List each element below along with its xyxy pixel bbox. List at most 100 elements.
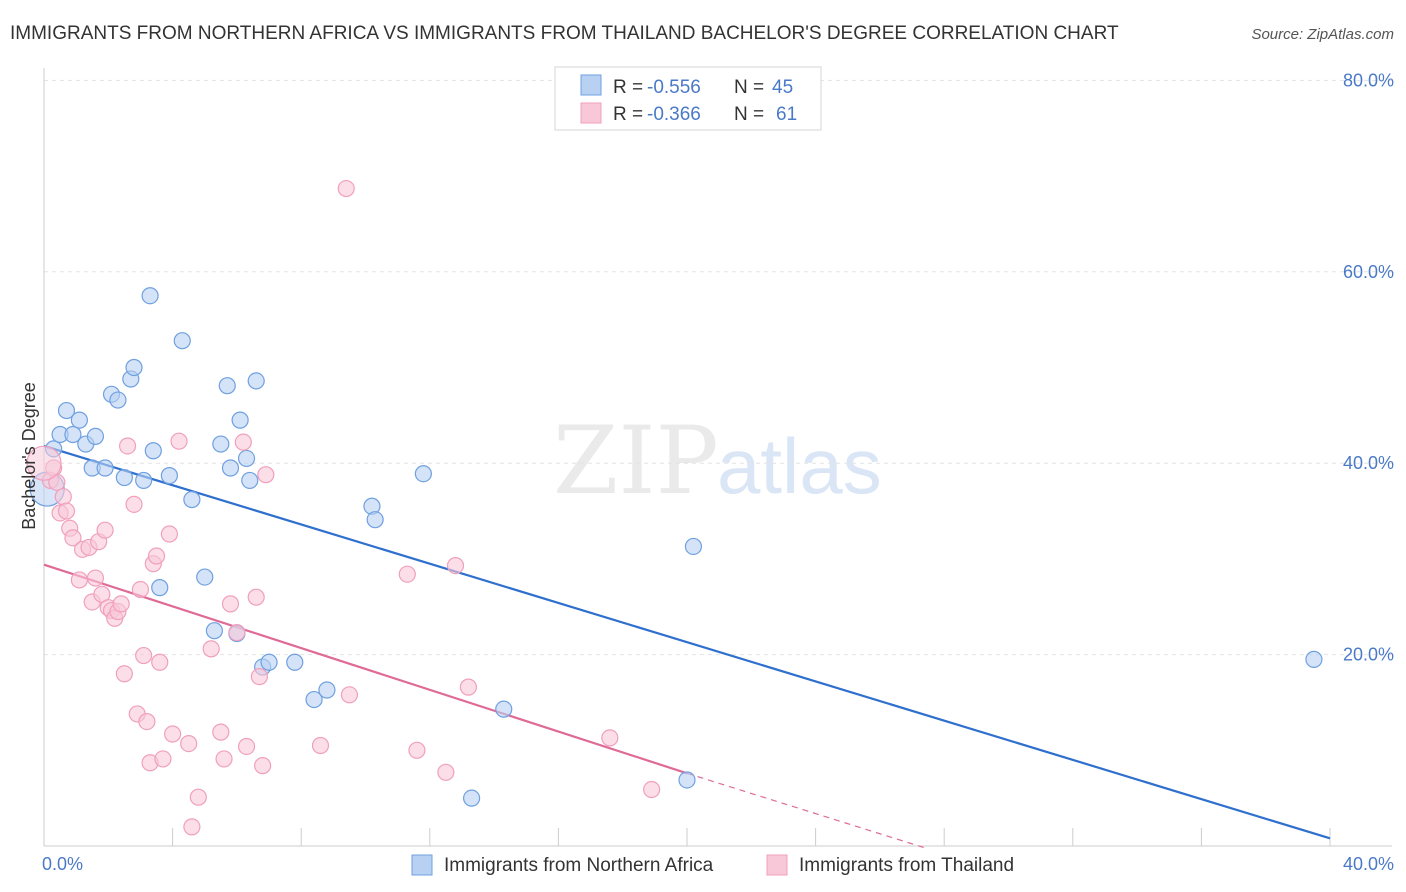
point-s0-14 [135,471,153,490]
y-axis-label: Bachelor's Degree [19,382,39,530]
point-s1-32 [154,750,172,768]
point-s1-25 [131,580,150,599]
point-s1-31 [151,653,169,671]
point-s1-22 [118,437,137,455]
point-s0-15 [141,287,159,305]
legend-n-value-2: 61 [776,104,797,125]
point-s0-18 [160,467,178,485]
x-tick-label-1: 40.0% [1343,854,1394,874]
point-s0-40 [495,700,513,718]
y-tick-label-2: 60.0% [1343,262,1394,282]
point-s1-53 [398,565,416,583]
watermark-zip: ZIP [553,407,719,516]
point-s0-35 [318,681,336,699]
point-s0-21 [196,568,214,586]
point-s1-44 [234,433,252,451]
x-tick-label-0: 0.0% [42,854,83,874]
legend-r-value-1: -0.556 [647,77,701,98]
legend-swatch-thailand [580,102,602,124]
legend-swatch-northern-africa [580,74,602,96]
point-s0-22 [205,622,223,640]
legend-n-label-2: N = [734,104,764,125]
point-s0-10 [109,391,127,409]
point-s0-39 [462,789,481,807]
point-s1-21 [115,665,133,683]
point-s0-33 [286,653,304,671]
point-s1-54 [408,741,426,759]
series-legend: Immigrants from Northern Africa Immigran… [411,854,1014,876]
trend-line-1 [43,563,688,775]
series-1-points [26,179,661,836]
point-s1-49 [257,466,275,484]
stats-legend: R = -0.556 N = 45 R = -0.366 N = 61 [554,66,822,131]
point-s1-40 [212,723,230,741]
point-s1-33 [160,525,178,543]
point-s1-47 [250,668,269,686]
point-s0-13 [125,358,143,377]
point-s1-15 [96,521,114,539]
legend-n-value-1: 45 [772,77,793,98]
watermark-atlas: atlas [717,422,882,510]
point-s1-56 [446,556,465,575]
point-s0-7 [86,427,105,446]
point-s1-4 [54,488,72,506]
point-s0-20 [183,490,201,509]
point-s1-50 [311,736,330,755]
point-s1-52 [340,686,359,704]
series-legend-label-thailand: Immigrants from Thailand [799,855,1014,876]
point-s1-51 [337,179,355,198]
point-s0-43 [1305,650,1323,668]
chart-title: IMMIGRANTS FROM NORTHERN AFRICA VS IMMIG… [10,23,1119,44]
point-s1-5 [57,502,76,520]
point-s1-35 [170,432,188,450]
point-s1-30 [147,547,166,565]
series-legend-swatch-northern-africa [411,854,433,876]
point-s1-43 [228,623,246,642]
point-s1-36 [180,735,198,753]
point-s0-42 [684,537,703,556]
point-s0-11 [115,468,133,487]
point-s1-12 [86,569,105,587]
series-legend-swatch-thailand [766,854,788,876]
point-s1-59 [643,780,661,799]
trend-lines [43,444,1331,850]
legend-r-label-1: R = [613,77,643,98]
point-s0-3 [64,425,82,444]
chart-source: Source: ZipAtlas.com [1251,26,1394,43]
point-s0-23 [212,435,230,453]
point-s0-37 [366,511,384,529]
point-s1-38 [183,818,201,836]
legend-r-label-2: R = [613,104,643,125]
point-s0-19 [173,332,191,350]
point-s1-27 [138,712,156,731]
point-s0-17 [151,579,169,597]
point-s1-45 [237,737,256,756]
data-points [26,179,1323,836]
watermark: ZIP atlas [553,407,882,516]
point-s1-34 [164,725,182,743]
point-s1-37 [189,788,207,806]
legend-n-label-1: N = [734,77,764,98]
grid [44,79,1392,656]
point-s1-46 [247,588,265,606]
point-s0-34 [305,690,323,709]
point-s1-57 [459,678,477,696]
point-s1-26 [135,646,153,665]
y-tick-label-0: 20.0% [1343,645,1394,665]
point-s0-38 [414,465,432,483]
point-s1-8 [70,571,88,589]
series-legend-label-northern-africa: Immigrants from Northern Africa [444,855,714,876]
y-tick-label-3: 80.0% [1343,70,1394,90]
tick-labels: 20.0% 40.0% 60.0% 80.0% 0.0% 40.0% [42,70,1394,874]
point-s1-55 [437,763,455,781]
trend-line-0 [43,444,1331,840]
point-s0-30 [247,372,265,390]
point-s0-24 [218,377,236,395]
point-s0-27 [231,411,249,429]
legend-r-value-2: -0.366 [647,104,701,125]
point-s0-2 [57,401,76,420]
point-s1-42 [221,595,240,613]
point-s0-28 [237,449,256,468]
trend-extension-1 [686,772,929,850]
point-s0-4 [70,411,88,429]
